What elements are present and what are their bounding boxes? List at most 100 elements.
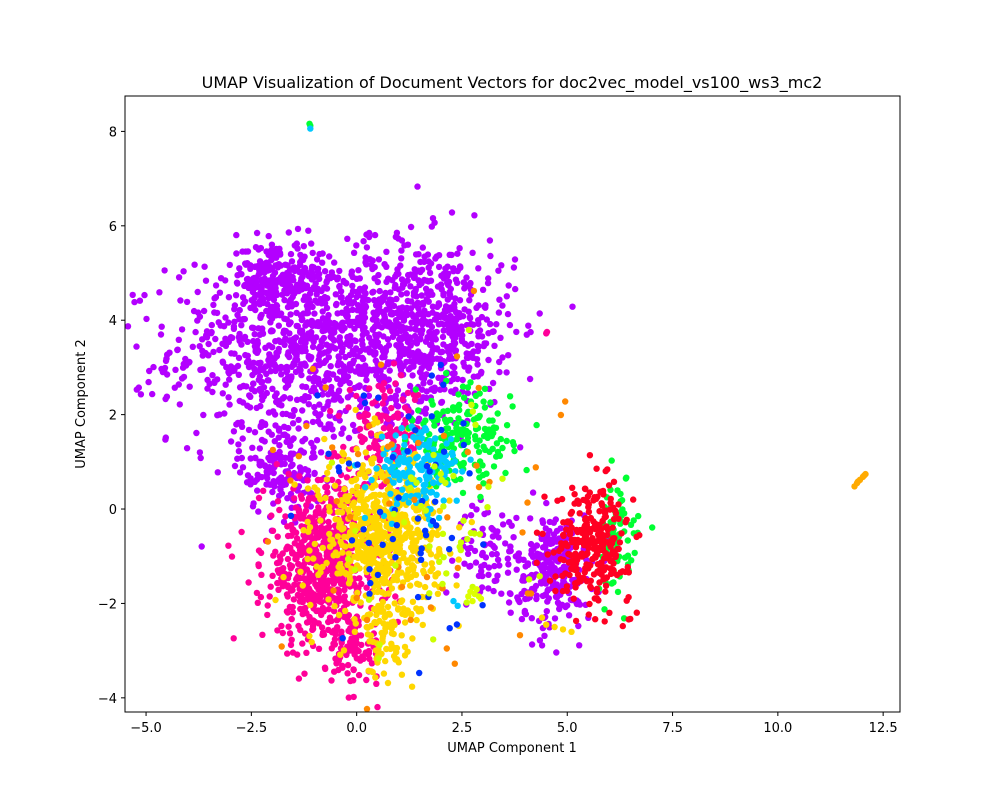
- data-point: [255, 562, 262, 570]
- data-point: [533, 592, 540, 599]
- data-point: [202, 277, 210, 284]
- data-point: [482, 302, 489, 309]
- data-point: [388, 404, 395, 412]
- data-point: [302, 383, 310, 391]
- data-point: [317, 295, 324, 303]
- data-point: [487, 320, 494, 328]
- data-point: [379, 400, 386, 407]
- data-point: [161, 267, 168, 274]
- data-point: [524, 590, 532, 597]
- data-point: [426, 269, 434, 277]
- data-point: [375, 655, 382, 662]
- data-point: [600, 576, 607, 583]
- data-point: [360, 392, 367, 399]
- data-point: [450, 265, 457, 272]
- data-point: [286, 353, 293, 361]
- data-point: [260, 367, 267, 374]
- data-point: [392, 543, 400, 550]
- data-point: [280, 431, 287, 438]
- data-point: [312, 297, 319, 304]
- data-point: [189, 343, 196, 350]
- data-point: [287, 296, 294, 303]
- data-point: [503, 437, 510, 445]
- data-point: [133, 386, 140, 393]
- data-point: [483, 316, 490, 323]
- data-point: [468, 518, 475, 526]
- data-point: [384, 679, 392, 687]
- data-point: [227, 438, 235, 445]
- data-point: [136, 297, 144, 304]
- data-point: [375, 256, 383, 263]
- data-point: [330, 433, 337, 440]
- data-point: [373, 544, 381, 551]
- data-point: [271, 411, 279, 418]
- data-point: [284, 650, 291, 657]
- data-point: [334, 453, 341, 460]
- data-point: [365, 296, 372, 304]
- data-point: [255, 494, 263, 502]
- data-point: [266, 358, 273, 366]
- data-point: [371, 231, 379, 239]
- data-point: [467, 379, 474, 386]
- data-point: [266, 457, 274, 464]
- data-point: [304, 477, 311, 484]
- data-point: [509, 403, 516, 410]
- data-point: [353, 392, 360, 400]
- data-point: [427, 551, 435, 558]
- data-point: [478, 313, 486, 321]
- data-point: [476, 531, 484, 538]
- data-point: [461, 285, 468, 292]
- data-point: [475, 265, 482, 272]
- data-point: [162, 357, 170, 365]
- data-point: [289, 609, 297, 616]
- data-point: [272, 367, 279, 375]
- data-point: [459, 431, 466, 438]
- data-point: [432, 498, 439, 505]
- data-point: [273, 461, 280, 468]
- data-point: [369, 257, 376, 264]
- data-point: [480, 398, 487, 405]
- data-point: [495, 309, 503, 316]
- data-point: [518, 615, 526, 623]
- data-point: [416, 368, 424, 376]
- data-point: [408, 683, 416, 690]
- data-point: [258, 311, 265, 319]
- data-point: [419, 244, 426, 251]
- data-point: [313, 291, 320, 298]
- data-point: [318, 611, 325, 619]
- data-point: [369, 265, 376, 273]
- data-point: [420, 488, 427, 495]
- data-point: [359, 355, 367, 363]
- data-point: [370, 349, 377, 357]
- data-point: [463, 274, 470, 281]
- data-point: [481, 561, 488, 569]
- data-point: [353, 594, 360, 602]
- data-point: [287, 453, 294, 460]
- data-point: [484, 279, 492, 287]
- data-point: [431, 384, 438, 391]
- data-point: [366, 590, 373, 597]
- data-point: [320, 334, 328, 342]
- data-point: [366, 566, 373, 573]
- data-point: [475, 483, 483, 491]
- data-point: [330, 540, 337, 547]
- data-point: [406, 382, 414, 390]
- data-point: [335, 563, 342, 571]
- data-point: [212, 282, 220, 289]
- data-point: [239, 316, 247, 323]
- data-point: [404, 305, 411, 312]
- data-point: [326, 566, 333, 573]
- data-point: [350, 666, 357, 674]
- data-point: [295, 416, 302, 424]
- data-point: [277, 365, 284, 372]
- data-point: [196, 343, 203, 350]
- data-point: [417, 310, 424, 317]
- data-point: [412, 544, 420, 552]
- data-point: [383, 248, 390, 255]
- data-point: [328, 459, 336, 466]
- data-point: [298, 257, 305, 264]
- data-point: [470, 373, 477, 380]
- data-point: [143, 315, 150, 323]
- x-tick-label: 10.0: [763, 721, 792, 736]
- data-point: [320, 511, 327, 519]
